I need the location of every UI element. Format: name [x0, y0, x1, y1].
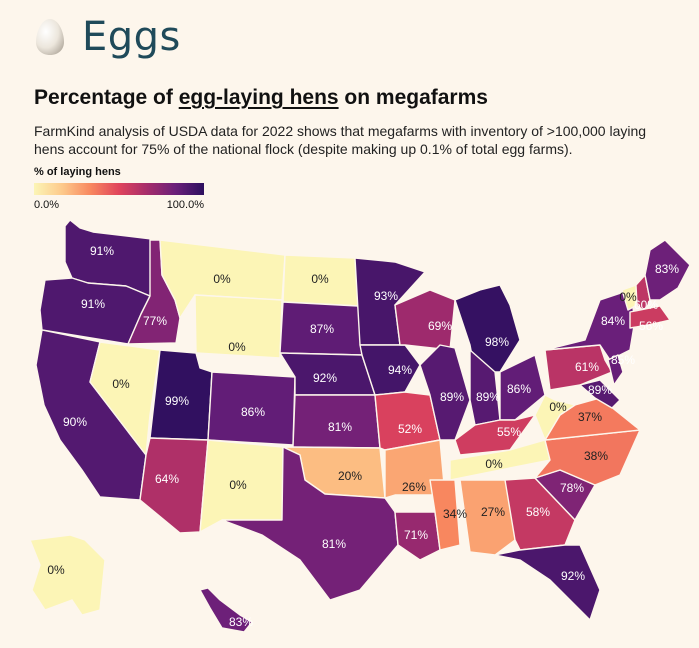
value-label-ky: 55% [497, 425, 521, 439]
state-nv[interactable] [89, 341, 161, 456]
value-label-mi: 98% [485, 335, 509, 349]
value-label-co: 86% [241, 405, 265, 419]
state-al[interactable] [459, 479, 516, 556]
state-mi[interactable] [454, 284, 521, 373]
legend: % of laying hens 0.0% 100.0% [34, 166, 204, 211]
header: Eggs [34, 14, 181, 60]
state-ma[interactable] [629, 305, 671, 329]
state-il[interactable] [419, 344, 471, 441]
value-label-md: 89% [588, 383, 612, 397]
value-label-ga: 58% [526, 505, 550, 519]
value-label-vt: 0% [619, 290, 637, 304]
value-label-mn: 93% [374, 289, 398, 303]
state-hi[interactable] [199, 587, 253, 633]
state-wy[interactable] [194, 294, 283, 359]
value-label-ok: 20% [338, 469, 362, 483]
state-fl[interactable] [494, 544, 601, 621]
state-ms[interactable] [429, 479, 461, 551]
state-md[interactable] [579, 379, 621, 409]
state-wv[interactable] [534, 394, 576, 441]
state-tx[interactable] [221, 446, 399, 601]
value-label-ia: 94% [388, 363, 412, 377]
title-link[interactable]: egg-laying hens [178, 86, 339, 109]
value-label-tn: 0% [485, 457, 503, 471]
state-ky[interactable] [454, 414, 536, 456]
value-label-wa: 91% [90, 244, 114, 258]
brand-title: Eggs [82, 14, 181, 60]
value-label-ar: 26% [402, 480, 426, 494]
state-ak[interactable] [29, 534, 106, 616]
state-nj[interactable] [607, 354, 624, 386]
value-label-va: 37% [578, 410, 602, 424]
value-label-al: 27% [481, 505, 505, 519]
value-label-id: 77% [143, 314, 167, 328]
value-label-nd: 0% [311, 272, 329, 286]
value-label-ms: 34% [443, 507, 467, 521]
value-label-nm: 0% [229, 478, 247, 492]
value-label-sd: 87% [310, 322, 334, 336]
legend-max-label: 100.0% [166, 199, 204, 211]
state-oh[interactable] [499, 354, 546, 421]
value-label-sc: 78% [560, 481, 584, 495]
legend-ticks: 0.0% 100.0% [34, 199, 204, 211]
value-label-in: 89% [476, 390, 500, 404]
state-me[interactable] [644, 239, 691, 301]
value-label-ny: 84% [601, 314, 625, 328]
value-label-az: 64% [155, 472, 179, 486]
value-label-or: 91% [81, 297, 105, 311]
state-shapes [29, 219, 691, 633]
value-label-la: 71% [404, 528, 428, 542]
value-label-me: 83% [655, 262, 679, 276]
state-nc[interactable] [534, 429, 641, 486]
chart-subtitle: FarmKind analysis of USDA data for 2022 … [34, 123, 647, 157]
value-label-nh: 60% [634, 298, 658, 312]
chart-title: Percentage of egg-laying hens on megafar… [34, 86, 488, 110]
value-label-ca: 90% [63, 415, 87, 429]
value-label-wy: 0% [228, 340, 246, 354]
value-label-hi: 83% [229, 615, 253, 629]
egg-icon [36, 19, 64, 55]
value-label-nj: 85% [611, 353, 635, 367]
value-label-il: 89% [440, 390, 464, 404]
title-suffix: on megafarms [338, 86, 488, 109]
value-label-wi: 69% [428, 319, 452, 333]
value-label-nc: 38% [584, 449, 608, 463]
value-label-wv: 0% [549, 400, 567, 414]
value-label-nv: 0% [112, 377, 130, 391]
legend-title: % of laying hens [34, 166, 121, 178]
value-label-fl: 92% [561, 569, 585, 583]
value-label-ma: 56% [639, 319, 663, 333]
state-la[interactable] [394, 511, 441, 561]
value-label-oh: 86% [507, 382, 531, 396]
value-label-mt: 0% [213, 272, 231, 286]
legend-color-bar [34, 183, 204, 195]
value-label-ne: 92% [313, 371, 337, 385]
title-prefix: Percentage of [34, 86, 179, 109]
value-label-mo: 52% [398, 422, 422, 436]
value-label-ks: 81% [328, 420, 352, 434]
value-label-ak: 0% [47, 563, 65, 577]
legend-min-label: 0.0% [34, 199, 60, 211]
state-labels: 91% 91% 90% 0% 77% 0% 0% 99% 64% 86% 0% 0% 87% 92% 81%… [47, 244, 679, 629]
value-label-ut: 99% [165, 394, 189, 408]
value-label-pa: 61% [575, 360, 599, 374]
value-label-tx: 81% [322, 537, 346, 551]
